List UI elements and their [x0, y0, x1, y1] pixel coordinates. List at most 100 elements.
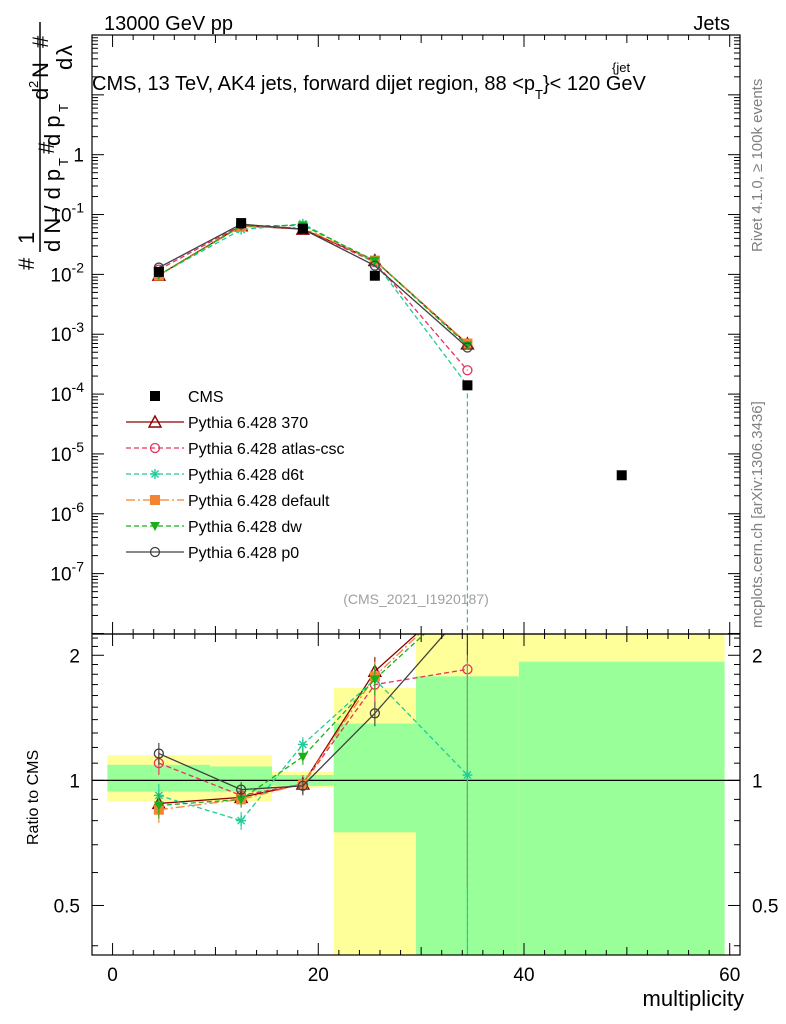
ytick-exp: -3 [72, 319, 85, 335]
svg-text:d: d [28, 88, 53, 100]
ytick-exp: -5 [72, 439, 85, 455]
svg-text:d: d [52, 58, 77, 70]
svg-text:#: # [34, 141, 59, 154]
ratio-point-p0-0 [153, 748, 165, 759]
chart-title-sup: {jet [612, 60, 630, 75]
svg-text:d p: d p [40, 115, 65, 146]
main-ylabel: # 1 d N / d p T # d p T d 2 N # d λ [14, 22, 77, 270]
svg-text:T: T [56, 104, 71, 112]
ytick-base: 10 [50, 325, 71, 346]
legend-label-atlas_csc: Pythia 6.428 atlas-csc [188, 441, 345, 458]
svg-text:T: T [56, 158, 71, 166]
svg-text:N: N [28, 62, 53, 78]
ratio-frame [91, 633, 741, 956]
svg-text:1: 1 [14, 232, 39, 244]
ytick-base: 10 [50, 206, 71, 227]
chart-title-main: CMS, 13 TeV, AK4 jets, forward dijet reg… [92, 73, 535, 95]
legend-label-default: Pythia 6.428 default [188, 493, 330, 510]
ratio-point-d6t-2 [297, 739, 308, 750]
ytick-exp: -1 [72, 200, 85, 216]
ytick-label-main-6: 10-6 [50, 499, 84, 526]
svg-text:#: # [28, 35, 53, 48]
legend-label-cms: CMS [188, 389, 224, 406]
ytick-base: 10 [50, 565, 71, 586]
ytick-label-ratio-right-1: 1 [752, 771, 763, 792]
analysis-tag: (CMS_2021_I1920187) [343, 591, 489, 607]
chart-title-tail: }< 120 GeV [543, 73, 647, 95]
ytick-label-main-2: 10-2 [50, 259, 84, 286]
svg-text:#: # [14, 257, 39, 270]
ytick-label-ratio-right-2: 2 [752, 646, 763, 667]
ratio-point-dw-1 [236, 795, 247, 805]
ratio-line-dw [158, 634, 426, 807]
ratio-line-default [158, 634, 421, 811]
legend-marker-default [150, 495, 160, 505]
cms-point-3 [369, 270, 380, 281]
ratio-plot [151, 634, 473, 955]
ytick-label-main-4: 10-4 [50, 379, 84, 406]
chart-title-sub: T [535, 87, 543, 102]
legend-marker-cms [150, 391, 160, 401]
ratio-point-p0-2 [297, 780, 309, 792]
cms-point-4 [462, 380, 473, 391]
legend: CMS Pythia 6.428 370 Pythia 6.428 atlas-cs… [126, 389, 345, 562]
ratio-point-d6t-4-stroke [463, 770, 472, 780]
svg-text:λ: λ [52, 45, 77, 56]
ytick-label-main-5: 10-5 [50, 439, 84, 466]
series-point-atlas_csc-4 [462, 365, 473, 376]
header-left-label: 13000 GeV pp [104, 13, 233, 35]
cms-point-5 [616, 470, 627, 481]
ytick-exp: -4 [72, 379, 85, 395]
legend-label-p370: Pythia 6.428 370 [188, 415, 308, 432]
legend-marker-dw [150, 522, 160, 531]
legend-label-p0: Pythia 6.428 p0 [188, 545, 299, 562]
legend-marker-d6t [150, 469, 160, 479]
ytick-exp: -6 [72, 499, 85, 515]
ytick-base: 10 [50, 445, 71, 466]
xtick-label-20: 20 [308, 965, 329, 986]
ratio-point-p0-3 [369, 708, 381, 719]
ratio-point-d6t-1 [236, 815, 247, 826]
ytick-label-main-1: 10-1 [50, 200, 84, 227]
ratio-bands [92, 634, 740, 955]
band-green-3 [333, 723, 416, 833]
ratio-point-p0-1 [235, 784, 247, 795]
ytick-label-ratio-right-0.5: 0.5 [752, 896, 778, 917]
series-line-p0 [158, 223, 468, 349]
ytick-label-main-3: 10-3 [50, 319, 84, 346]
ratio-line-atlas_csc [158, 668, 468, 797]
rivet-label: Rivet 4.1.0, ≥ 100k events [749, 79, 766, 252]
series-point-p0-4 [462, 342, 473, 353]
ratio-point-d6t-1-stroke [237, 816, 246, 825]
ytick-label-ratio-0.5: 0.5 [54, 896, 80, 917]
xtick-label-0: 0 [107, 965, 118, 986]
ratio-point-d6t-4 [462, 770, 473, 781]
mcplots-label: mcplots.cern.ch [arXiv:1306.3436] [749, 401, 766, 628]
legend-label-d6t: Pythia 6.428 d6t [188, 467, 304, 484]
header-right-label: Jets [693, 13, 730, 35]
ratio-point-dw-2 [297, 752, 308, 762]
chart-title: CMS, 13 TeV, AK4 jets, forward dijet reg… [92, 73, 647, 102]
ytick-label-main-7: 10-7 [50, 559, 84, 586]
legend-marker-d6t-stroke [150, 469, 160, 479]
band-green-5 [518, 661, 725, 955]
ytick-label-ratio-1: 1 [69, 771, 80, 792]
cms-point-1 [236, 218, 247, 229]
ratio-point-dw-3 [369, 675, 380, 685]
ytick-base: 10 [50, 265, 71, 286]
ratio-point-d6t-2-stroke [298, 740, 307, 749]
ratio-ylabel: Ratio to CMS [25, 750, 42, 845]
ytick-base: 10 [50, 385, 71, 406]
legend-marker-atlas_csc [149, 442, 161, 454]
ytick-label-ratio-2: 2 [69, 646, 80, 667]
xtick-label-40: 40 [513, 965, 534, 986]
cms-point-2 [297, 223, 308, 234]
ytick-exp: -2 [72, 259, 85, 275]
legend-label-dw: Pythia 6.428 dw [188, 519, 302, 536]
legend-marker-p0 [149, 546, 161, 558]
ytick-base: 10 [50, 505, 71, 526]
xtick-label-60: 60 [719, 965, 740, 986]
series-point-p0-3 [369, 260, 381, 271]
